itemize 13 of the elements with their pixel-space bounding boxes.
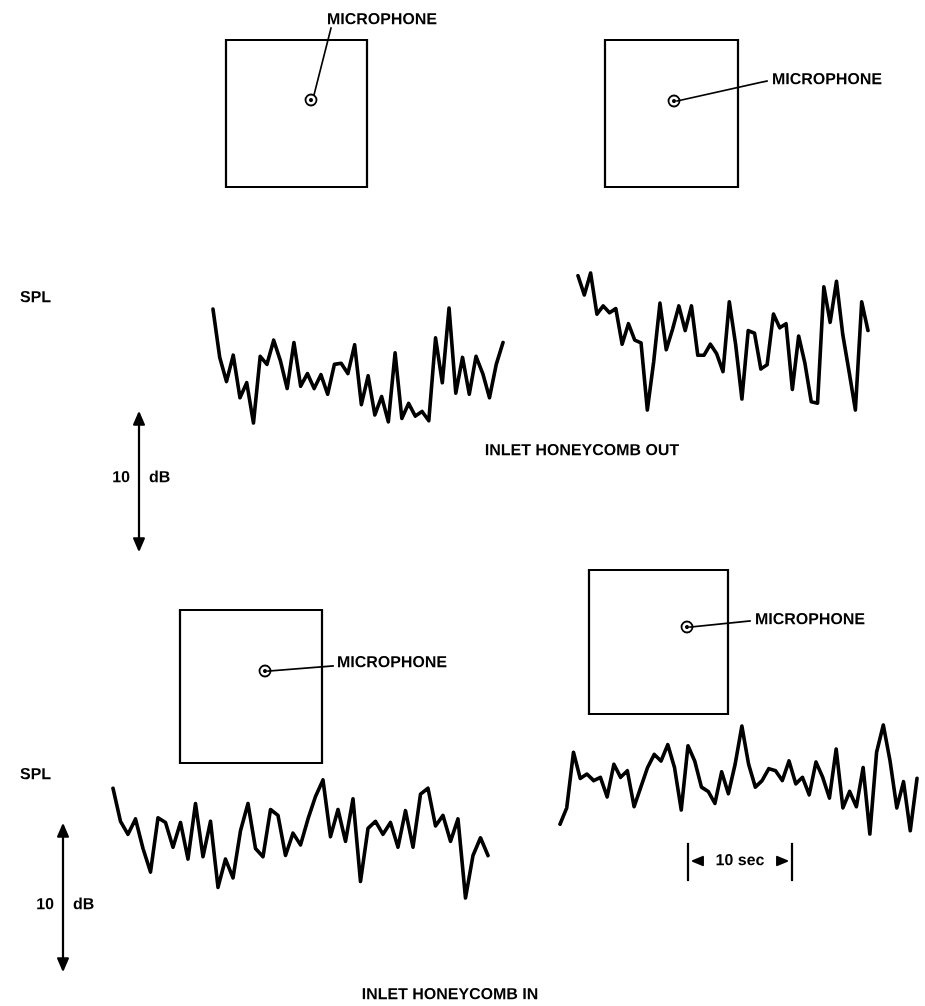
text: MICROPHONE bbox=[338, 655, 447, 668]
text: 10 sec bbox=[716, 853, 764, 866]
text: dB bbox=[73, 897, 94, 910]
text: 10 bbox=[113, 470, 130, 483]
text: MICROPHONE bbox=[756, 612, 865, 625]
text: 10 bbox=[37, 897, 54, 910]
text: MICROPHONE bbox=[773, 72, 882, 85]
text: INLET HONEYCOMB IN bbox=[362, 987, 538, 1000]
y-axis-title: SPL bbox=[20, 767, 51, 780]
text: MICROPHONE bbox=[328, 12, 437, 25]
text: dB bbox=[149, 470, 170, 483]
text: INLET HONEYCOMB OUT bbox=[485, 443, 679, 456]
y-axis-title: SPL bbox=[20, 290, 51, 303]
